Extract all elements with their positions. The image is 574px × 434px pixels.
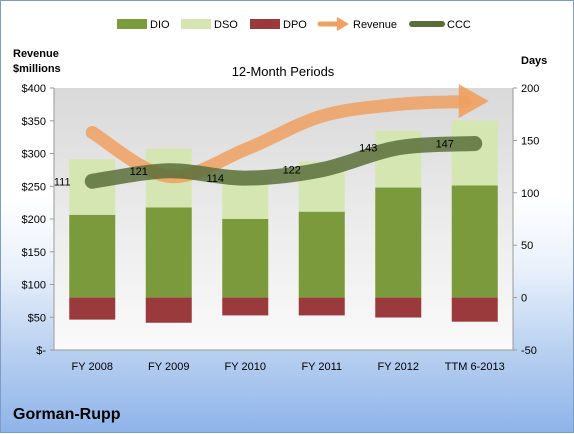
left-tick-label: $150 — [22, 247, 46, 259]
ccc-series: 111 121 114 122 143 147 — [54, 136, 483, 189]
left-axis-ticks: $- $50 $100 $150 $200 $250 $300 $350 $400 — [22, 83, 54, 357]
category-label: FY 2010 — [225, 361, 266, 373]
left-tick-label: $350 — [22, 116, 46, 128]
right-tick-label: 100 — [521, 188, 539, 200]
right-tick-label: -50 — [521, 345, 537, 357]
ccc-line — [84, 136, 483, 189]
left-tick-label: $100 — [22, 280, 46, 292]
ccc-data-label: 114 — [206, 173, 224, 185]
category-label: FY 2011 — [301, 361, 342, 373]
left-tick-label: $250 — [22, 181, 46, 193]
legend-swatch-dio — [117, 19, 147, 29]
bar-dpo — [298, 297, 345, 316]
legend: DIO DSO DPO Revenue CCC — [117, 17, 471, 31]
ccc-data-label: 111 — [54, 176, 71, 188]
bar-dio — [69, 214, 116, 298]
left-tick-label: $400 — [22, 83, 46, 95]
legend-swatch-dso — [181, 19, 211, 29]
ccc-data-label: 143 — [359, 143, 377, 155]
bar-dio — [451, 185, 498, 298]
bar-dio — [145, 207, 192, 298]
legend-swatch-revenue — [317, 17, 349, 31]
left-axis-title-line2: $millions — [13, 63, 61, 75]
legend-label-dpo: DPO — [283, 19, 307, 31]
legend-label-dso: DSO — [214, 19, 238, 31]
left-axis-title-line1: Revenue — [13, 48, 59, 60]
legend-label-ccc: CCC — [447, 19, 471, 31]
category-labels: FY 2008 FY 2009 FY 2010 FY 2011 FY 2012 TTM 6… — [72, 361, 505, 373]
chart-subtitle: 12-Month Periods — [232, 64, 335, 79]
ccc-data-label: 122 — [283, 165, 301, 177]
left-tick-label: $- — [36, 345, 46, 357]
bar-dio — [375, 187, 422, 298]
left-tick-label: $50 — [28, 312, 46, 324]
category-label: TTM 6-2013 — [445, 361, 505, 373]
ccc-data-label: 147 — [436, 139, 454, 151]
bar-dso — [451, 120, 498, 186]
ccc-data-label: 121 — [130, 166, 148, 178]
right-tick-label: 200 — [521, 83, 539, 95]
revenue-arrowhead — [458, 84, 489, 119]
bar-dpo — [145, 297, 192, 323]
right-tick-label: 0 — [521, 293, 527, 305]
right-axis-ticks: -50 0 50 100 150 200 — [513, 83, 539, 357]
right-tick-label: 50 — [521, 240, 533, 252]
category-label: FY 2008 — [72, 361, 113, 373]
legend-label-revenue: Revenue — [353, 19, 397, 31]
bar-dio — [222, 219, 269, 298]
bar-dpo — [375, 297, 422, 318]
bar-dpo — [69, 297, 116, 320]
bar-dpo — [451, 297, 498, 322]
legend-label-dio: DIO — [150, 19, 170, 31]
legend-swatch-dpo — [250, 19, 280, 29]
left-tick-label: $200 — [22, 214, 46, 226]
bar-dio — [298, 211, 345, 298]
left-tick-label: $300 — [22, 149, 46, 161]
category-label: FY 2009 — [148, 361, 189, 373]
company-name: Gorman-Rupp — [13, 406, 121, 423]
bar-dpo — [222, 297, 269, 316]
category-label: FY 2012 — [378, 361, 419, 373]
right-tick-label: 150 — [521, 135, 539, 147]
right-axis-title: Days — [521, 55, 547, 67]
